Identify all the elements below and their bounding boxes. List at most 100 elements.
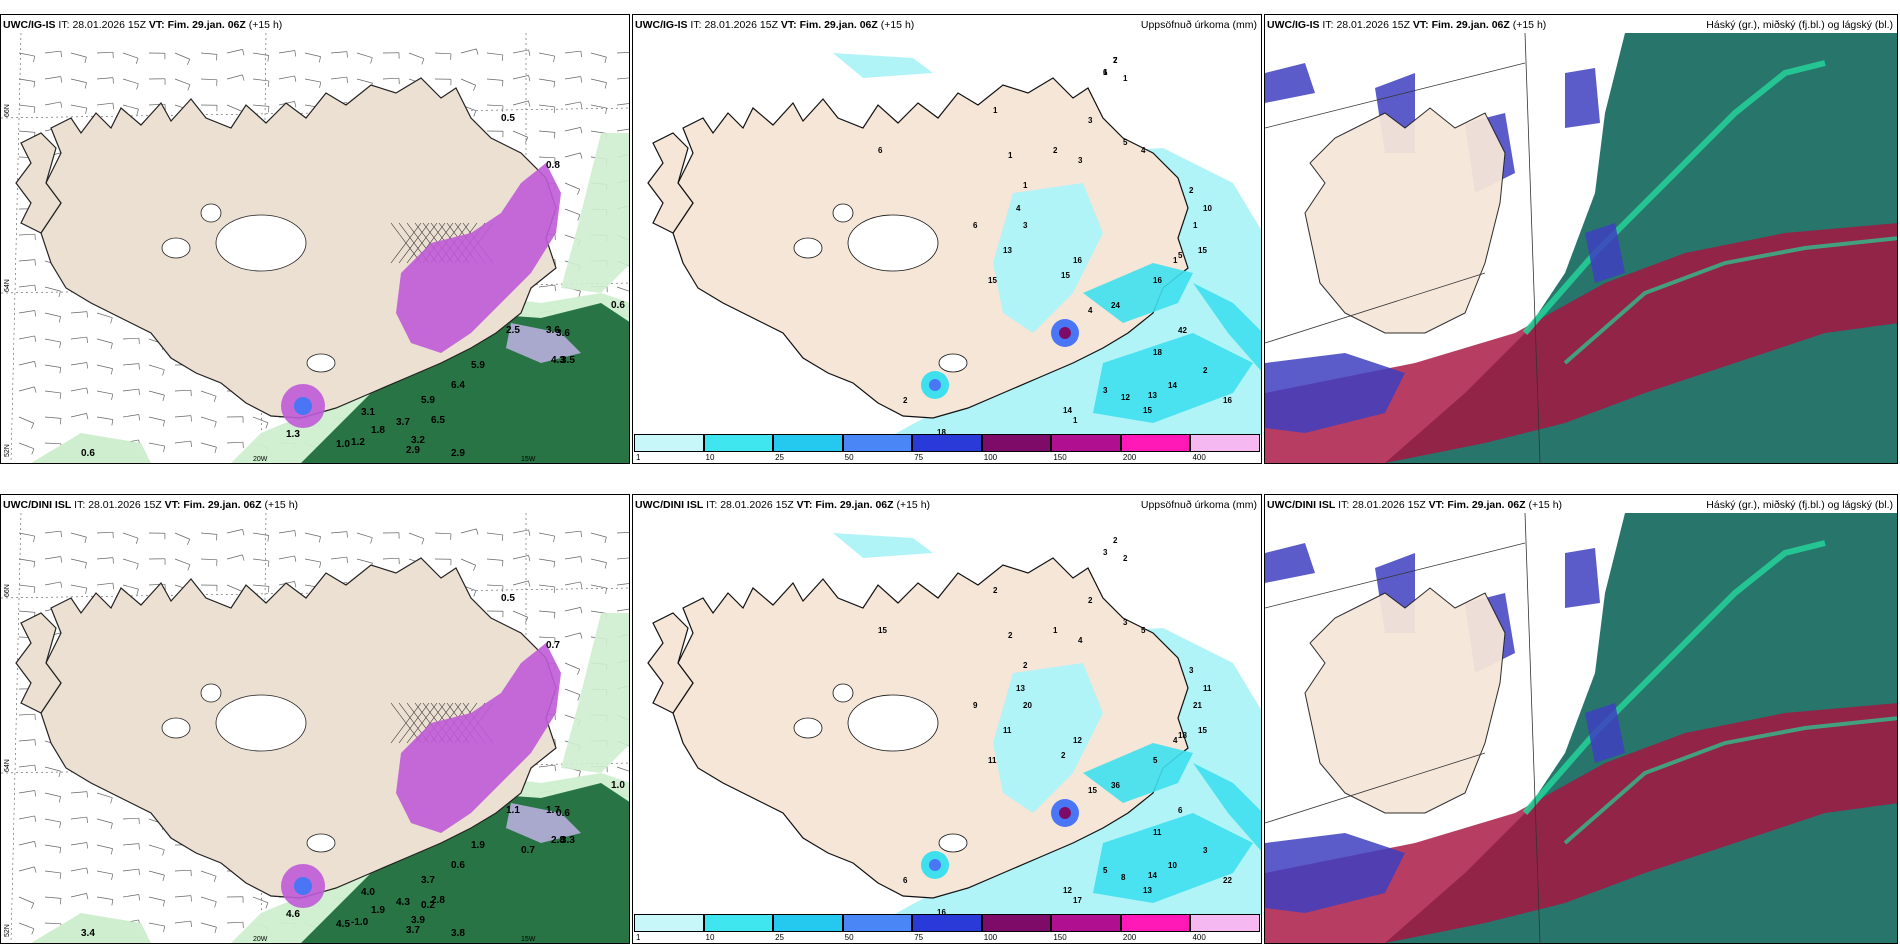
wind-barb-flag (213, 396, 217, 402)
precip-light-green (561, 613, 629, 773)
value-label: 3.5 (561, 355, 575, 366)
value-label: 1 (1023, 181, 1028, 190)
value-label: 1.0 (336, 439, 350, 450)
value-label: 13 (1143, 886, 1152, 895)
value-label: 15 (1143, 406, 1152, 415)
value-label: 1.8 (371, 425, 385, 436)
value-label: 18 (937, 428, 946, 435)
cloud-high (1265, 63, 1315, 103)
wind-barb-flag (111, 899, 114, 906)
value-label: 2.9 (406, 445, 420, 456)
wind-barb-flag (112, 103, 114, 110)
wind-barb-flag (163, 445, 166, 453)
colorbar-cell (773, 914, 843, 932)
wind-barb (96, 792, 113, 799)
precip-colorbar: 1 10 25 50 75 100 150 200 400 (634, 434, 1260, 462)
wind-barb (174, 52, 190, 60)
wind-barb-flag (86, 337, 88, 344)
value-label: 4 (1088, 306, 1093, 315)
wind-barb (70, 867, 87, 872)
wind-barb (538, 610, 555, 613)
value-label: 5.9 (471, 360, 485, 371)
wind-barb-flag (135, 538, 139, 544)
wind-barb (200, 532, 217, 535)
wind-barb-flag (33, 81, 36, 88)
colorbar-cell (1120, 434, 1191, 452)
wind-barb (174, 389, 191, 392)
wind-barb (330, 51, 347, 54)
wind-barb-flag (554, 285, 556, 292)
latitude-line (1265, 542, 1526, 609)
value-label: 3.6 (546, 325, 560, 336)
colorbar-cell (703, 914, 774, 932)
precip-blue-south (929, 859, 941, 871)
wind-barb-flag (525, 617, 529, 623)
panel-dini-precip: UWC/DINI ISL IT: 28.01.2026 15Z VT: Fim.… (632, 494, 1262, 944)
value-label: 0.6 (81, 448, 95, 459)
wind-barb (486, 52, 503, 56)
wind-barb-flag (577, 214, 581, 221)
snow-magenta (396, 643, 561, 833)
wind-barb (122, 104, 139, 110)
wind-barb-flag (85, 107, 88, 115)
cloud-map (1265, 513, 1897, 943)
wind-barb-flag (580, 76, 583, 83)
wind-barb (356, 78, 373, 84)
wind-barb (44, 101, 61, 106)
value-label: 42 (1178, 326, 1187, 335)
wind-barb-flag (190, 895, 192, 902)
glacier-vatnajokull (215, 694, 307, 752)
wind-barb-flag (525, 137, 529, 143)
westfjords (647, 132, 694, 234)
wind-barb (18, 532, 35, 537)
wind-barb-flag (162, 849, 165, 856)
wind-barb-flag (580, 556, 583, 563)
value-label: 7 (1113, 56, 1118, 65)
wind-barb-flag (267, 560, 270, 567)
glacier-hofsjokull (200, 203, 222, 223)
wind-barb-flag (58, 771, 61, 778)
panel-header: UWC/DINI ISL IT: 28.01.2026 15Z VT: Fim.… (3, 499, 299, 511)
precip-values: 0.50.71.00.61.93.72.84.33.94.03.7 3.81.9-… (81, 593, 625, 939)
wind-barb (18, 442, 35, 450)
precip-light-green (561, 133, 629, 293)
wind-barb-flag (162, 420, 165, 427)
wind-barb-flag (265, 422, 269, 429)
cloud-edge (1563, 236, 1897, 365)
wind-barb-flag (318, 536, 321, 543)
wind-barb-flag (242, 554, 245, 561)
wind-barb-flag (476, 528, 479, 535)
value-label: 8 (1121, 873, 1126, 882)
precip-values: 2322321245213311212015122451815366113514… (878, 536, 1232, 915)
wind-barb (122, 363, 139, 366)
panel-header: UWC/DINI ISL IT: 28.01.2026 15Z VT: Fim.… (635, 499, 931, 511)
wind-barb-flag (33, 106, 36, 113)
wind-barb-flag (554, 612, 556, 619)
snow-intensity (281, 163, 581, 428)
wind-barb (616, 286, 629, 292)
value-label: 13 (1016, 684, 1025, 693)
value-label: 3 (1088, 116, 1093, 125)
wind-barb (200, 870, 217, 877)
wind-barb (18, 610, 35, 613)
panel-title: Uppsöfnuð úrkoma (mm) (1140, 499, 1257, 511)
panel-header: UWC/IG-IS IT: 28.01.2026 15Z VT: Fim. 29… (1267, 19, 1547, 31)
wind-barb-flag (110, 317, 113, 324)
glacier-hofsjokull (832, 683, 854, 703)
wind-barb (616, 532, 629, 534)
wind-barb-flag (216, 534, 218, 541)
wind-barb-flag (33, 55, 36, 63)
graticule (1265, 33, 1541, 463)
wind-barb (96, 51, 113, 54)
lon-label: 20W (253, 456, 268, 463)
wind-barb-flag (265, 902, 269, 909)
value-label: 1 (1073, 416, 1078, 425)
wind-barb-flag (31, 928, 35, 935)
value-label: 4 (1141, 146, 1146, 155)
wind-barb-flag (605, 587, 608, 595)
value-label: 11 (1153, 828, 1162, 837)
wind-barb (356, 52, 373, 59)
wind-barb (408, 52, 425, 60)
wind-barb-flag (190, 921, 192, 928)
